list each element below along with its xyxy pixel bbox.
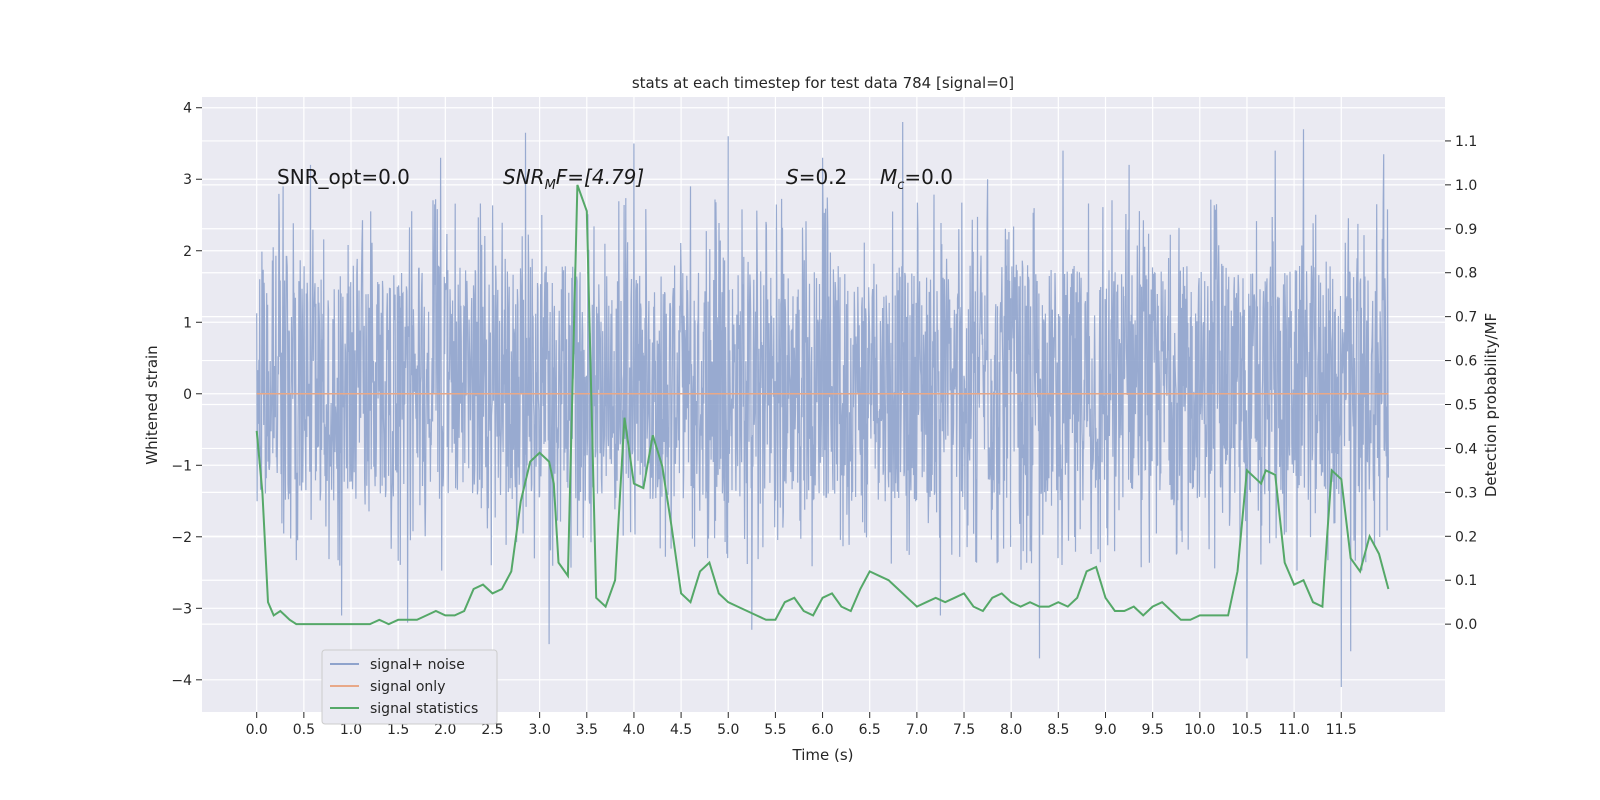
x-tick-label: 3.0 <box>528 722 550 738</box>
right-axis-label: Detection probability/MF <box>1482 313 1500 497</box>
x-tick-label: 10.0 <box>1184 722 1215 738</box>
x-tick-label: 5.5 <box>764 722 786 738</box>
left-tick-label: 0 <box>183 387 192 403</box>
x-tick-label: 0.5 <box>293 722 315 738</box>
right-tick-label: 0.2 <box>1455 529 1477 545</box>
right-tick-label: 0.0 <box>1455 617 1477 633</box>
legend-label-signal-only: signal only <box>370 679 445 695</box>
right-tick-label: 1.1 <box>1455 134 1477 150</box>
right-tick-label: 0.6 <box>1455 354 1477 370</box>
annotation-snr-mf-main: SNR <box>503 165 545 189</box>
annotation-s: S=0.2 <box>786 165 847 189</box>
x-tick-label: 6.0 <box>811 722 833 738</box>
left-tick-label: 1 <box>183 315 192 331</box>
annotation-mc-sub: c <box>897 178 904 193</box>
x-tick-label: 11.5 <box>1326 722 1357 738</box>
x-tick-label: 6.5 <box>859 722 881 738</box>
right-tick-label: 0.3 <box>1455 485 1477 501</box>
series-signal-noise <box>256 121 1390 688</box>
right-tick-label: 1.0 <box>1455 178 1477 194</box>
right-tick-label: 0.1 <box>1455 573 1477 589</box>
left-tick-label: 2 <box>183 244 192 260</box>
x-tick-label: 10.5 <box>1231 722 1262 738</box>
right-tick-label: 0.8 <box>1455 266 1477 282</box>
left-tick-label: −1 <box>171 458 192 474</box>
right-tick-label: 0.5 <box>1455 398 1477 414</box>
x-tick-label: 2.0 <box>434 722 456 738</box>
annotation-snr-mf-sub: M <box>545 178 556 193</box>
x-tick-label: 7.0 <box>906 722 928 738</box>
annotation-mc-main: M <box>880 165 897 189</box>
x-tick-label: 7.5 <box>953 722 975 738</box>
noise-trace <box>256 121 1390 688</box>
left-axis-label: Whitened strain <box>143 345 161 464</box>
annotation-s-rest: =0.2 <box>799 165 848 189</box>
x-tick-label: 0.0 <box>246 722 268 738</box>
x-tick-label: 1.5 <box>387 722 409 738</box>
x-tick-label: 4.5 <box>670 722 692 738</box>
left-tick-label: −2 <box>171 530 192 546</box>
annotation-s-main: S <box>786 165 799 189</box>
left-tick-label: 4 <box>183 101 192 117</box>
annotation-snr-mf-rest: F=[4.79] <box>556 165 644 189</box>
legend: signal+ noise signal only signal statist… <box>321 649 498 725</box>
x-axis-ticks: 0.0 0.5 1.0 1.5 2.0 2.5 3.0 3.5 4.0 4.5 5.0 5.5 6.0 6… <box>246 712 1357 738</box>
left-tick-label: 3 <box>183 172 192 188</box>
series-signal-statistics <box>255 184 1390 626</box>
left-axis-ticks: 4 3 2 1 0 −1 −2 −3 −4 <box>171 101 202 689</box>
right-tick-label: 0.9 <box>1455 222 1477 238</box>
annotation-snr-mf: SNRMF=[4.79] <box>503 165 644 193</box>
left-tick-label: −4 <box>171 673 192 689</box>
x-tick-label: 8.5 <box>1047 722 1069 738</box>
x-tick-label: 11.0 <box>1279 722 1310 738</box>
left-tick-label: −3 <box>171 601 192 617</box>
x-tick-label: 9.0 <box>1094 722 1116 738</box>
annotation-mc: Mc=0.0 <box>880 165 953 193</box>
x-tick-label: 3.5 <box>576 722 598 738</box>
x-axis-label: Time (s) <box>792 746 854 764</box>
x-tick-label: 9.5 <box>1142 722 1164 738</box>
right-tick-label: 0.7 <box>1455 310 1477 326</box>
legend-label-signal-statistics: signal statistics <box>370 701 478 717</box>
annotation-mc-rest: =0.0 <box>904 165 953 189</box>
right-axis-ticks: 1.1 1.0 0.9 0.8 0.7 0.6 0.5 0.4 0.3 0.2 0.1 0.0 <box>1445 134 1477 633</box>
x-tick-label: 5.0 <box>717 722 739 738</box>
x-tick-label: 2.5 <box>481 722 503 738</box>
chart-title: stats at each timestep for test data 784… <box>632 74 1014 92</box>
x-tick-label: 8.0 <box>1000 722 1022 738</box>
right-tick-label: 0.4 <box>1455 441 1477 457</box>
x-tick-label: 1.0 <box>340 722 362 738</box>
legend-box <box>321 649 498 725</box>
annotation-snr-opt: SNR_opt=0.0 <box>277 165 410 189</box>
x-tick-label: 4.0 <box>623 722 645 738</box>
legend-label-signal-noise: signal+ noise <box>370 657 465 673</box>
